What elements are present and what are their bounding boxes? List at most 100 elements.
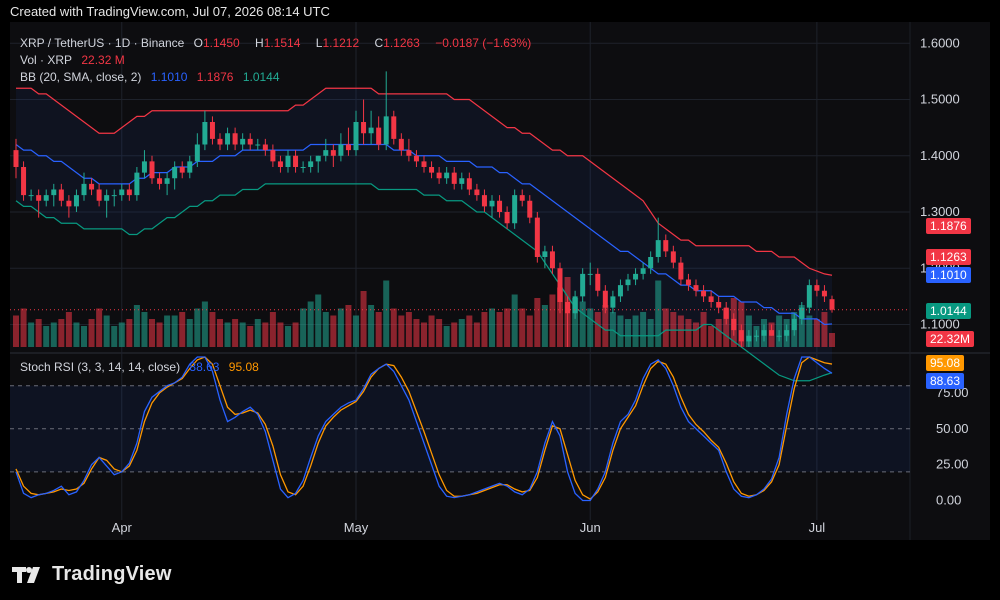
bb-fill — [16, 88, 832, 381]
candle-body — [799, 307, 805, 319]
volume-bar — [813, 319, 820, 347]
volume-bar — [625, 319, 631, 347]
volume-bar — [511, 294, 518, 347]
candle-body — [361, 122, 367, 134]
volume-bar — [436, 319, 443, 347]
volume-bar — [126, 319, 133, 347]
candle-body — [413, 155, 419, 162]
stoch-d-value: 95.08 — [228, 360, 259, 374]
candle-body — [255, 144, 261, 146]
candle-body — [345, 144, 351, 151]
candle-body — [217, 138, 223, 145]
volume-bar — [405, 312, 412, 347]
candle-body — [262, 144, 268, 151]
stoch-label[interactable]: Stoch RSI (3, 3, 14, 14, close) — [20, 360, 181, 374]
volume-bar — [428, 315, 435, 347]
tradingview-brand: TradingView — [52, 563, 172, 585]
close-value: 1.1263 — [383, 36, 420, 50]
candle-body — [587, 273, 593, 275]
candle-body — [708, 296, 714, 302]
candle-body — [731, 318, 737, 331]
volume-bar — [209, 312, 216, 347]
volume-bar — [73, 322, 80, 347]
tradingview-logo: TradingView — [12, 563, 172, 586]
candle-body — [640, 268, 646, 274]
volume-bar — [443, 326, 450, 347]
bb-label[interactable]: BB (20, SMA, close, 2) — [20, 70, 142, 84]
candle-body — [368, 127, 374, 134]
volume-bar — [133, 305, 140, 347]
candle-body — [663, 240, 669, 252]
volume-bar — [232, 319, 239, 347]
stoch-k-badge: 88.63 — [926, 373, 965, 389]
candle-body — [633, 273, 639, 280]
volume-bar — [534, 298, 541, 347]
volume-bar — [632, 315, 639, 347]
candle-body — [655, 240, 661, 257]
volume-bar — [111, 326, 118, 347]
bb-legend: BB (20, SMA, close, 2) 1.1010 1.1876 1.0… — [20, 70, 286, 84]
volume-bar — [194, 308, 201, 347]
candle-body — [534, 217, 540, 257]
candle-body — [277, 161, 283, 167]
volume-bar — [602, 305, 609, 347]
candle-body — [134, 172, 140, 196]
low-label: L — [315, 36, 323, 50]
bb-upper-value: 1.1876 — [196, 70, 234, 84]
candle-body — [13, 150, 19, 167]
candle-body — [398, 138, 404, 151]
candle-body — [421, 161, 427, 167]
candle-body — [602, 290, 608, 308]
candle-body — [557, 268, 563, 302]
volume-bar — [549, 294, 556, 347]
volume-bar — [677, 315, 684, 347]
candle-body — [814, 285, 820, 291]
volume-bar — [489, 308, 495, 347]
candle-body — [240, 138, 246, 145]
candle-body — [580, 273, 586, 297]
stoch-tick-label: 50.00 — [936, 421, 969, 436]
volume-bar — [292, 322, 299, 347]
upper-band-badge: 1.1876 — [926, 218, 971, 234]
stoch-tick-label: 0.00 — [936, 493, 961, 508]
chart-svg[interactable]: 1.60001.50001.40001.30001.20001.1000AprM… — [10, 22, 990, 540]
volume-bar — [13, 315, 19, 347]
candles — [13, 71, 835, 347]
volume-bar — [171, 315, 178, 347]
candle-body — [209, 122, 215, 139]
volume-bar — [307, 301, 314, 347]
volume-bar — [723, 308, 730, 347]
high-value: 1.1514 — [263, 36, 301, 50]
symbol-label[interactable]: XRP / TetherUS · 1D · Binance — [20, 36, 185, 50]
candle-body — [791, 318, 797, 331]
volume-bar — [201, 301, 208, 347]
price-tick-label: 1.1000 — [920, 317, 960, 332]
volume-bar — [715, 319, 722, 347]
volume-label[interactable]: Vol · XRP — [20, 53, 73, 67]
candle-body — [617, 285, 623, 297]
chart-frame[interactable]: 1.60001.50001.40001.30001.20001.1000AprM… — [10, 22, 990, 540]
candle-body — [232, 133, 238, 145]
volume-bar — [655, 280, 662, 347]
candle-body — [81, 183, 87, 196]
price-legend: XRP / TetherUS · 1D · Binance O1.1450 H1… — [20, 36, 537, 50]
candle-body — [549, 251, 555, 269]
volume-bar — [587, 308, 594, 347]
change-value: −0.0187 (−1.63%) — [435, 36, 532, 50]
candle-body — [776, 335, 782, 337]
close-label: C — [374, 36, 384, 50]
volume-bar — [647, 319, 654, 347]
open-label: O — [193, 36, 203, 50]
candle-body — [157, 178, 163, 184]
candle-body — [179, 167, 185, 173]
volume-bar — [330, 315, 337, 347]
candle-body — [821, 290, 827, 297]
volume-bar — [473, 322, 480, 347]
volume-bar — [269, 312, 276, 347]
candle-body — [89, 183, 95, 190]
candle-body — [391, 116, 397, 139]
volume-bar — [617, 315, 624, 347]
candle-body — [383, 116, 389, 145]
volume-bar — [247, 326, 254, 347]
candle-body — [225, 133, 231, 145]
